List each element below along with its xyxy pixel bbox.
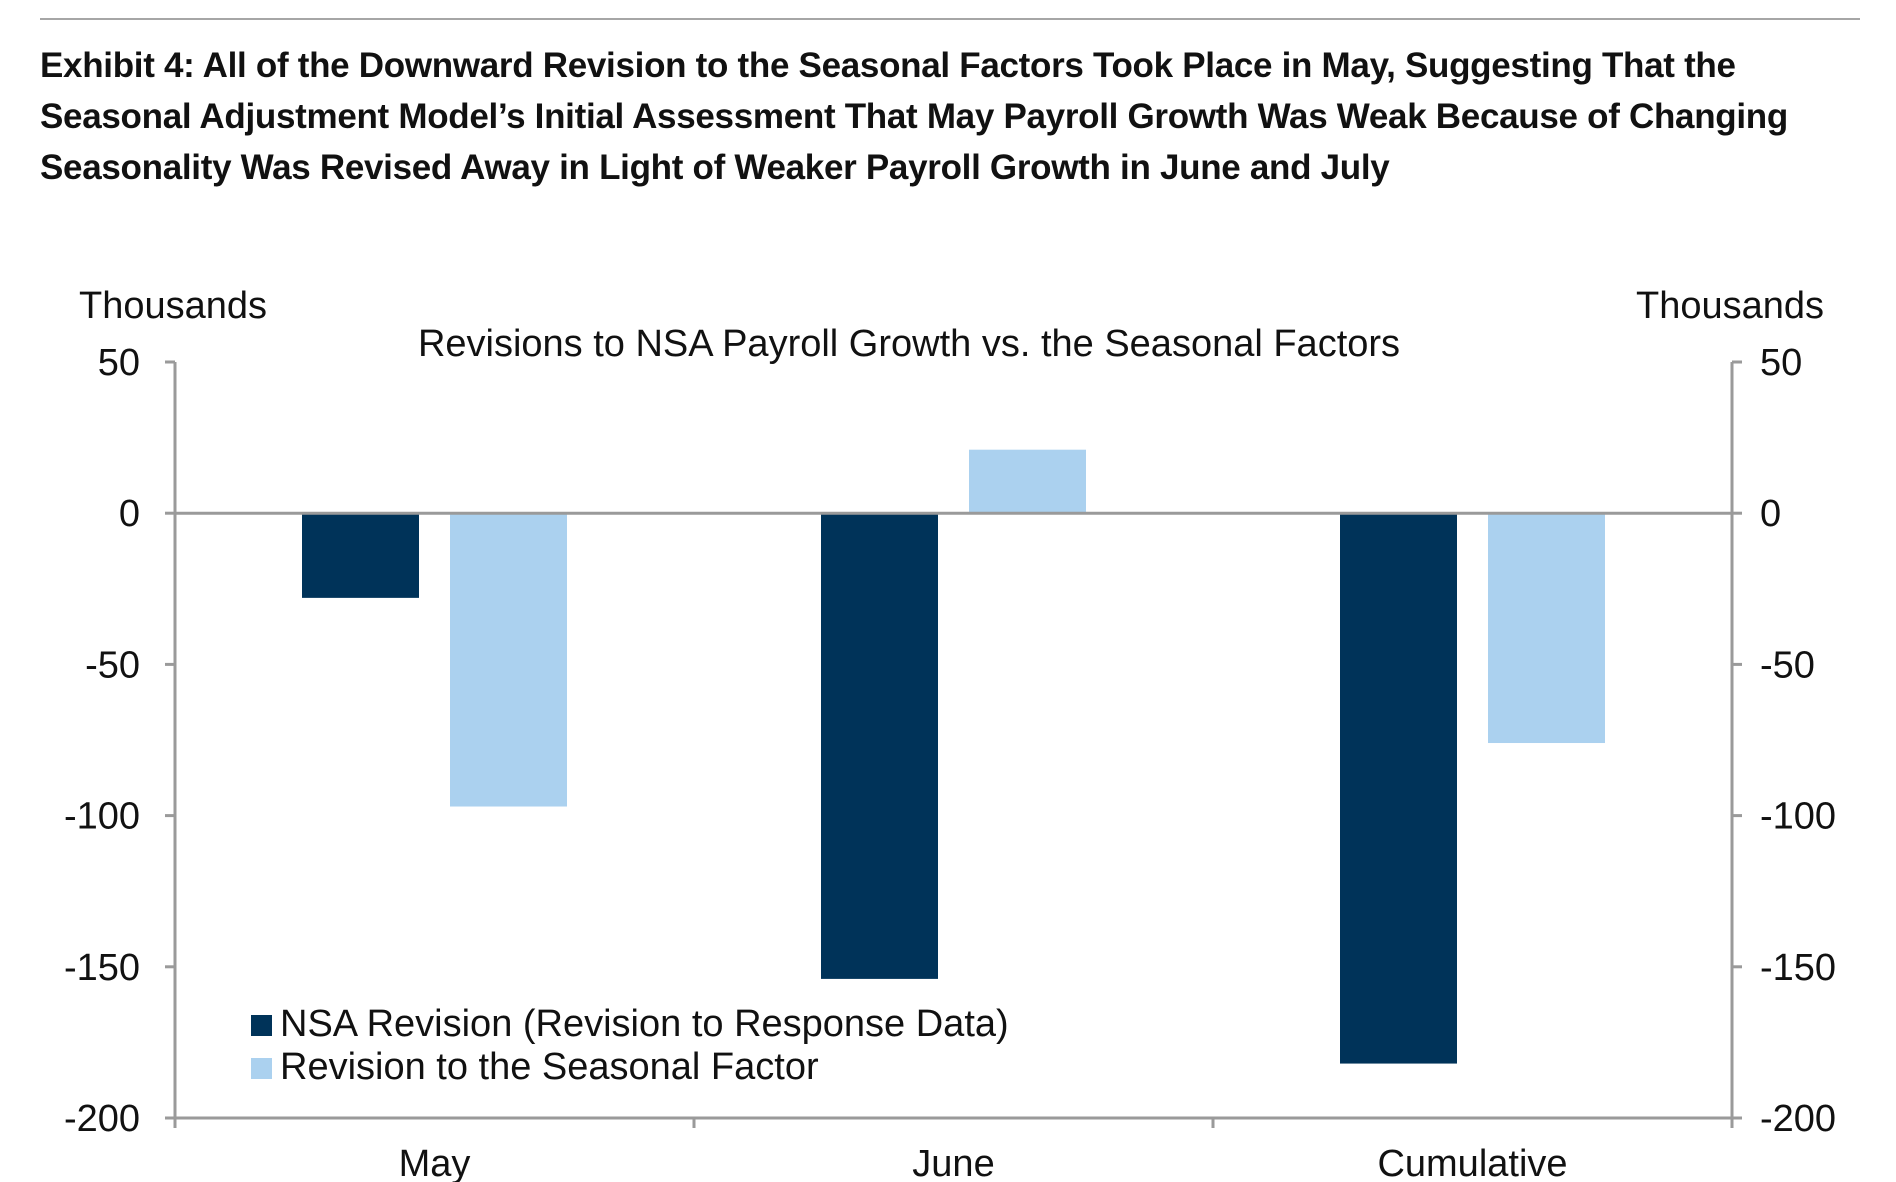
bar-nsa-revision-june	[821, 513, 938, 979]
bar-seasonal-factor-revision-cumulative	[1488, 513, 1605, 744]
y-tick-label-right: -100	[1760, 796, 1836, 838]
top-rule	[40, 18, 1860, 20]
chart-title: Revisions to NSA Payroll Growth vs. the …	[418, 323, 1400, 365]
legend: NSA Revision (Revision to Response Data)…	[251, 1003, 1009, 1088]
y-axis-label-right: Thousands	[1636, 285, 1824, 327]
y-tick-label-left: -100	[64, 796, 140, 838]
y-tick-label-left: 0	[119, 493, 140, 535]
bar-nsa-revision-cumulative	[1340, 513, 1457, 1064]
legend-label: Revision to the Seasonal Factor	[280, 1046, 819, 1088]
y-tick-label-left: -200	[64, 1098, 140, 1140]
bar-nsa-revision-may	[302, 513, 419, 598]
y-tick-label-right: -150	[1760, 947, 1836, 989]
y-tick-label-right: 50	[1760, 342, 1802, 384]
bar-seasonal-factor-revision-may	[450, 513, 567, 807]
x-tick-label: June	[912, 1143, 994, 1182]
x-tick-label: May	[399, 1143, 471, 1182]
y-tick-label-left: -50	[85, 644, 140, 686]
plot-area: 50 50 0 0 -50 -50 -100 -100 -150 -150 -200 -200 May J…	[64, 342, 1836, 1182]
y-tick-label-left: -150	[64, 947, 140, 989]
y-tick-label-right: -50	[1760, 644, 1815, 686]
bar-seasonal-factor-revision-june	[969, 449, 1086, 514]
y-tick-label-right: -200	[1760, 1098, 1836, 1140]
x-tick-label: Cumulative	[1377, 1143, 1567, 1182]
legend-swatch	[251, 1015, 272, 1036]
y-tick-label-left: 50	[98, 342, 140, 384]
legend-label: NSA Revision (Revision to Response Data)	[280, 1003, 1009, 1045]
legend-swatch	[251, 1058, 272, 1079]
y-tick-label-right: 0	[1760, 493, 1781, 535]
exhibit-title: Exhibit 4: All of the Downward Revision …	[40, 46, 1788, 187]
y-axis-label-left: Thousands	[79, 285, 267, 327]
